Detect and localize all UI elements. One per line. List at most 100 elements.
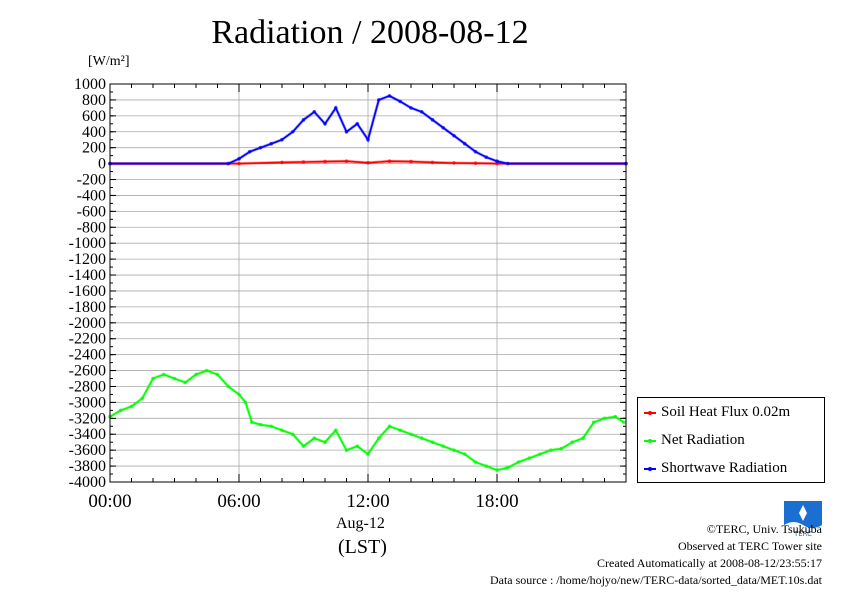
data-point xyxy=(312,110,317,114)
data-point xyxy=(581,436,585,441)
data-point xyxy=(452,133,456,138)
data-point xyxy=(452,448,456,452)
y-tick-label: -1800 xyxy=(69,299,106,316)
data-point xyxy=(484,155,489,160)
data-point xyxy=(570,440,575,445)
data-point xyxy=(527,456,532,460)
data-point xyxy=(419,110,424,114)
data-point xyxy=(151,376,155,381)
data-point xyxy=(495,159,499,164)
y-tick-label: -3000 xyxy=(69,394,106,411)
data-point xyxy=(323,122,327,126)
x-tick-label: 00:00 xyxy=(88,491,131,512)
grid-lines xyxy=(109,83,626,483)
y-tick-label: 200 xyxy=(82,140,106,157)
data-point xyxy=(323,440,327,445)
chart-title: Radiation / 2008-08-12 xyxy=(211,14,529,51)
data-point xyxy=(129,404,134,409)
y-tick-label: -800 xyxy=(77,219,106,236)
y-tick-label: -2800 xyxy=(69,378,106,395)
x-axis-date: Aug-12 xyxy=(336,515,385,532)
data-point xyxy=(269,424,274,429)
data-point xyxy=(473,460,478,464)
data-point xyxy=(344,448,349,452)
data-point xyxy=(473,149,478,154)
data-point xyxy=(366,161,370,165)
data-point xyxy=(183,380,188,385)
data-point xyxy=(194,372,198,377)
series-layer xyxy=(108,94,628,472)
data-point xyxy=(505,465,510,470)
footer-source: Data source : /home/hojyo/new/TERC-data/… xyxy=(489,573,822,587)
series-line xyxy=(110,160,626,165)
legend-swatch xyxy=(644,466,656,471)
y-tick-label: -1200 xyxy=(69,251,106,268)
data-point xyxy=(387,94,392,98)
legend-label: Shortwave Radiation xyxy=(661,460,788,476)
data-point xyxy=(409,106,413,110)
data-point xyxy=(258,145,263,150)
y-tick-label: 400 xyxy=(82,124,106,141)
data-point xyxy=(140,396,145,401)
data-point xyxy=(312,436,317,441)
data-point xyxy=(441,125,446,130)
data-point xyxy=(538,452,542,456)
data-point xyxy=(495,468,499,472)
logo-text: TERC xyxy=(793,530,812,538)
data-point xyxy=(622,420,626,425)
y-tick-label: -3600 xyxy=(69,442,106,459)
data-point xyxy=(376,98,381,102)
data-point xyxy=(301,160,306,164)
data-point xyxy=(290,129,295,134)
x-tick-label: 12:00 xyxy=(346,491,389,512)
data-point xyxy=(269,141,274,146)
x-axis-label: (LST) xyxy=(338,536,387,558)
data-point xyxy=(430,118,435,122)
data-point xyxy=(333,428,338,433)
data-point xyxy=(430,440,435,445)
footer-copyright: ©TERC, Univ. Tsukuba xyxy=(706,522,822,536)
data-point xyxy=(516,460,521,464)
data-point xyxy=(387,424,392,429)
plot-frame xyxy=(109,83,627,483)
y-tick-label: -3200 xyxy=(69,410,106,427)
data-point xyxy=(301,444,306,448)
data-point xyxy=(247,149,252,154)
data-point xyxy=(215,372,220,377)
data-point xyxy=(462,141,467,146)
data-point xyxy=(280,137,284,142)
legend-item-soil-heat-flux: Soil Heat Flux 0.02m xyxy=(644,403,790,421)
data-point xyxy=(419,436,424,441)
x-tick-label: 18:00 xyxy=(475,491,518,512)
data-point xyxy=(258,422,263,427)
y-tick-label: -3800 xyxy=(69,458,106,475)
data-point xyxy=(226,384,231,389)
data-point xyxy=(118,408,123,413)
data-point xyxy=(172,376,177,381)
y-tick-label: 0 xyxy=(98,156,106,173)
data-point xyxy=(387,159,392,164)
data-point xyxy=(602,416,607,421)
y-tick-label: -1600 xyxy=(69,283,106,300)
y-tick-label: -2200 xyxy=(69,331,106,348)
data-point xyxy=(355,444,360,448)
data-point xyxy=(290,432,295,437)
data-point xyxy=(613,414,618,419)
data-point xyxy=(505,161,510,166)
terc-logo-icon: TERC xyxy=(784,501,822,539)
data-point xyxy=(280,160,284,165)
data-point xyxy=(473,161,478,166)
footer-observed: Observed at TERC Tower site xyxy=(677,539,822,553)
y-tick-label: -4000 xyxy=(69,474,106,491)
x-axis-ticks: 00:00 06:00 12:00 18:00 xyxy=(88,84,627,512)
legend: Soil Heat Flux 0.02m Net Radiation Short… xyxy=(637,397,825,483)
y-axis-ticks: 10008006004002000-200-400-600-800-1000-1… xyxy=(69,76,626,491)
data-point xyxy=(243,400,248,405)
legend-item-shortwave-radiation: Shortwave Radiation xyxy=(644,459,787,477)
x-tick-label: 06:00 xyxy=(217,491,260,512)
legend-swatch xyxy=(644,410,656,415)
data-point xyxy=(591,420,596,425)
data-point xyxy=(366,137,370,142)
y-tick-label: -200 xyxy=(77,172,106,189)
